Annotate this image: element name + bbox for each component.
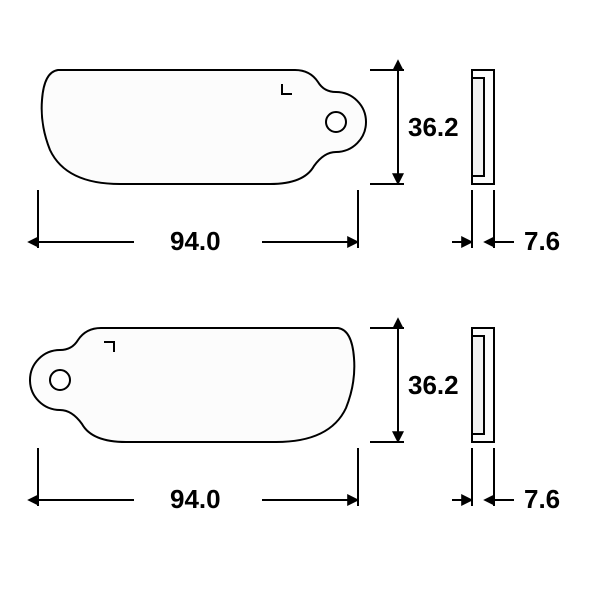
drawing-svg	[0, 0, 600, 600]
top-thickness-label: 7.6	[524, 226, 560, 257]
technical-drawing: 36.2 94.0 7.6 36.2 94.0 7.6	[0, 0, 600, 600]
top-height-label: 36.2	[408, 112, 459, 143]
bottom-thickness-dim	[452, 448, 514, 506]
top-width-label: 94.0	[170, 226, 221, 257]
bottom-pad-front	[30, 328, 354, 442]
bottom-pad-side	[472, 328, 494, 442]
bottom-thickness-label: 7.6	[524, 484, 560, 515]
top-thickness-dim	[452, 190, 514, 248]
bottom-height-label: 36.2	[408, 370, 459, 401]
top-height-dim	[370, 70, 404, 184]
top-pad-front	[42, 70, 366, 184]
top-pad-side	[472, 70, 494, 184]
bottom-height-dim	[370, 328, 404, 442]
bottom-width-label: 94.0	[170, 484, 221, 515]
